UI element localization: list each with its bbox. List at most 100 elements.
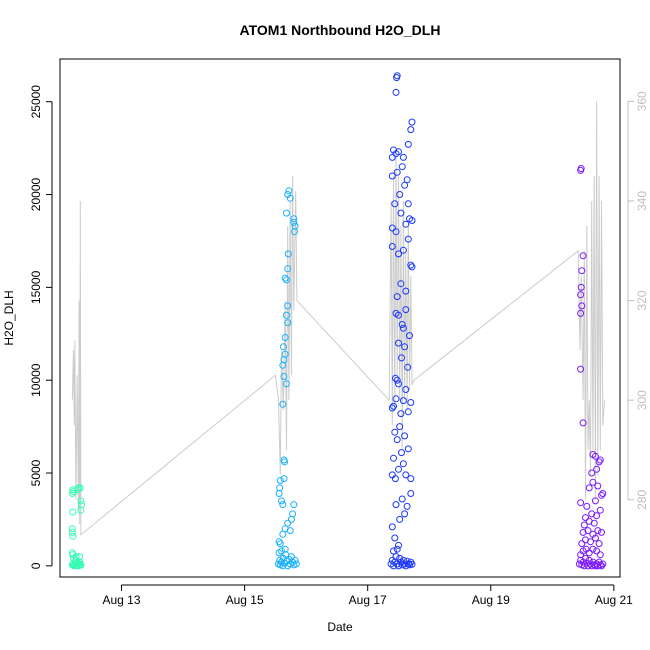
scatter-point — [390, 454, 397, 462]
scatter-point — [598, 491, 605, 499]
scatter-point — [391, 374, 399, 382]
scatter-point — [404, 363, 412, 371]
flight-2-points — [275, 187, 300, 570]
scatter-point — [584, 527, 592, 535]
y-tick-label: 20000 — [29, 177, 43, 211]
scatter-point — [284, 319, 292, 327]
scatter-point — [391, 200, 399, 208]
y-axis-right: 280 300 320 340 360 — [627, 91, 649, 510]
scatter-point — [404, 200, 412, 208]
scatter-point — [407, 399, 415, 406]
scatter-point — [291, 222, 299, 230]
scatter-point — [587, 538, 594, 546]
scatter-point — [583, 502, 591, 510]
scatter-point — [390, 562, 397, 570]
scatter-point — [578, 267, 586, 275]
scatter-point — [395, 541, 402, 549]
scatter-point — [290, 218, 298, 226]
scatter-point — [283, 276, 290, 284]
scatter-point — [391, 534, 399, 542]
scatter-point — [68, 525, 76, 533]
scatter-point — [286, 527, 294, 535]
scatter-point — [278, 497, 285, 505]
scatter-point — [69, 508, 77, 516]
scatter-point — [77, 497, 85, 505]
scatter-point — [595, 540, 603, 548]
scatter-point — [399, 246, 407, 254]
scatter-point — [402, 471, 410, 479]
scatter-point — [393, 560, 401, 568]
scatter-point — [279, 343, 287, 351]
scatter-point — [291, 556, 299, 564]
scatter-point — [396, 515, 404, 523]
scatter-point — [391, 428, 399, 436]
scatter-point — [407, 126, 415, 134]
scatter-point — [395, 380, 402, 388]
scatter-point — [402, 306, 410, 314]
scatter-point — [284, 250, 292, 258]
scatter-point — [590, 519, 598, 527]
y-tick-label: 5000 — [29, 459, 43, 486]
scatter-point — [292, 560, 300, 568]
scatter-point — [278, 558, 285, 566]
scatter-point — [392, 501, 400, 509]
scatter-point — [281, 334, 289, 341]
scatter-point — [290, 215, 298, 223]
scatter-point — [407, 261, 415, 269]
scatter-point — [388, 404, 396, 412]
scatter-point — [395, 465, 402, 473]
scatter-point — [582, 514, 589, 522]
scatter-point — [395, 339, 402, 347]
scatter-point — [395, 148, 402, 156]
scatter-point — [591, 452, 599, 460]
scatter-point — [594, 482, 602, 490]
scatter-point — [70, 488, 77, 496]
scatter-point — [392, 553, 400, 561]
x-axis: Aug 13 Aug 15 Aug 17 Aug 19 Aug 21 — [103, 584, 633, 607]
scatter-point — [589, 545, 597, 553]
scatter-point — [279, 530, 287, 538]
y-tick-label: 0 — [29, 562, 43, 569]
secondary-series-line — [71, 101, 606, 536]
scatter-point — [276, 484, 284, 492]
scatter-point — [286, 194, 294, 202]
scatter-point — [399, 153, 407, 161]
scatter-point — [69, 532, 77, 540]
y2-tick-label: 300 — [635, 390, 649, 410]
scatter-point — [399, 397, 407, 405]
y-tick-label: 15000 — [29, 270, 43, 304]
scatter-point — [388, 243, 396, 250]
scatter-point — [390, 402, 397, 410]
flight-3-points — [387, 72, 416, 570]
scatter-point — [396, 423, 404, 431]
x-tick-label: Aug 17 — [349, 593, 387, 607]
scatter-point — [280, 373, 288, 380]
scatter-point — [393, 436, 401, 444]
scatter-point — [401, 432, 409, 440]
scatter-point — [281, 545, 289, 553]
scatter-point — [398, 354, 405, 362]
scatter-point — [399, 460, 407, 468]
scatter-point — [283, 311, 290, 319]
scatter-point — [596, 551, 604, 559]
scatter-point — [577, 291, 585, 299]
scatter-point — [402, 220, 410, 228]
scatter-point — [392, 395, 400, 403]
scatter-point — [406, 332, 413, 340]
scatter-point — [580, 521, 588, 529]
scatter-point — [593, 465, 601, 473]
scatter-point — [391, 475, 399, 483]
y-tick-label: 10000 — [29, 363, 43, 397]
scatter-point — [598, 528, 605, 536]
scatter-point — [407, 475, 415, 483]
scatter-point — [404, 408, 412, 416]
scatter-point — [402, 386, 410, 393]
scatter-point — [284, 265, 292, 273]
scatter-point — [585, 556, 593, 564]
scatter-point — [408, 560, 416, 568]
scatter-point — [408, 263, 416, 271]
scatter-point — [281, 274, 289, 282]
scatter-point — [595, 458, 603, 466]
scatter-point — [578, 302, 586, 310]
